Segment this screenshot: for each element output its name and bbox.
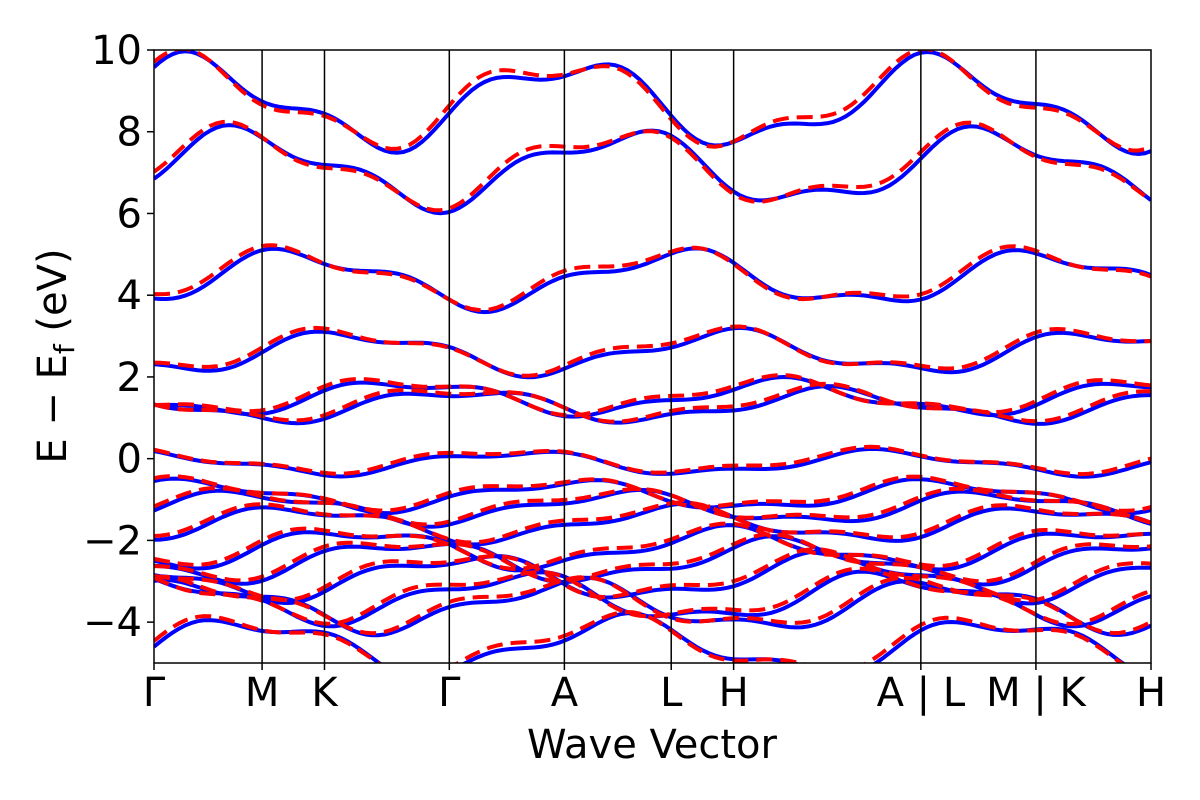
- dashed-band-line: [154, 373, 1151, 418]
- kpoint-lines: [261, 50, 1037, 663]
- series-solid-bands: [154, 50, 1151, 663]
- dashed-band-line: [154, 243, 1151, 313]
- dashed-band-line: [154, 50, 1151, 153]
- x-tick-label: L: [660, 670, 683, 716]
- y-axis-title-main: E − E: [30, 354, 76, 464]
- y-axis-title: E − Ef (eV): [30, 248, 81, 463]
- solid-band-line: [154, 523, 1151, 573]
- dashed-band-line: [154, 500, 1151, 545]
- solid-band-line: [154, 374, 1151, 419]
- y-tick-label: −4: [83, 600, 142, 646]
- dashed-band-line: [154, 532, 1151, 584]
- x-tick-label: A: [551, 670, 579, 716]
- y-axis-title-unit: (eV): [30, 248, 76, 344]
- x-tick-label: M: [245, 670, 280, 716]
- dashed-band-line: [154, 486, 1151, 527]
- x-tick-label: Γ: [143, 670, 166, 716]
- y-axis-title-sub: f: [48, 343, 81, 354]
- dashed-band-line: [154, 574, 1151, 636]
- dashed-band-line: [154, 609, 1125, 663]
- y-tick-label: −2: [83, 518, 142, 564]
- series-dashed-bands: [154, 50, 1151, 663]
- y-tick-label: 10: [91, 28, 142, 74]
- x-tick-label: K: [311, 670, 339, 716]
- dashed-band-line: [154, 474, 1151, 513]
- solid-band-line: [154, 123, 1151, 216]
- x-tick-label: H: [719, 670, 749, 716]
- x-tick-label: Γ: [438, 670, 461, 716]
- y-axis-ticks: −4 −2 0 2 4 6 8 10: [83, 28, 154, 646]
- x-tick-label: H: [1136, 670, 1166, 716]
- dashed-band-line: [154, 547, 1151, 603]
- dashed-band-line: [154, 119, 1151, 213]
- solid-band-line: [154, 325, 1151, 380]
- x-axis-title: Wave Vector: [527, 722, 778, 768]
- solid-band-line: [154, 534, 1151, 587]
- x-tick-label: M | K: [986, 670, 1087, 716]
- dashed-band-line: [154, 566, 1151, 627]
- y-tick-label: 2: [117, 355, 142, 401]
- y-tick-label: 6: [117, 191, 142, 237]
- y-tick-label: 0: [117, 437, 142, 483]
- y-tick-label: 8: [117, 110, 142, 156]
- dashed-band-line: [154, 444, 1151, 477]
- x-tick-label: A | L: [877, 670, 966, 716]
- dashed-band-line: [154, 324, 1151, 378]
- y-tick-label: 4: [117, 273, 142, 319]
- dashed-band-line: [154, 521, 1151, 572]
- plot-frame: [153, 49, 1152, 664]
